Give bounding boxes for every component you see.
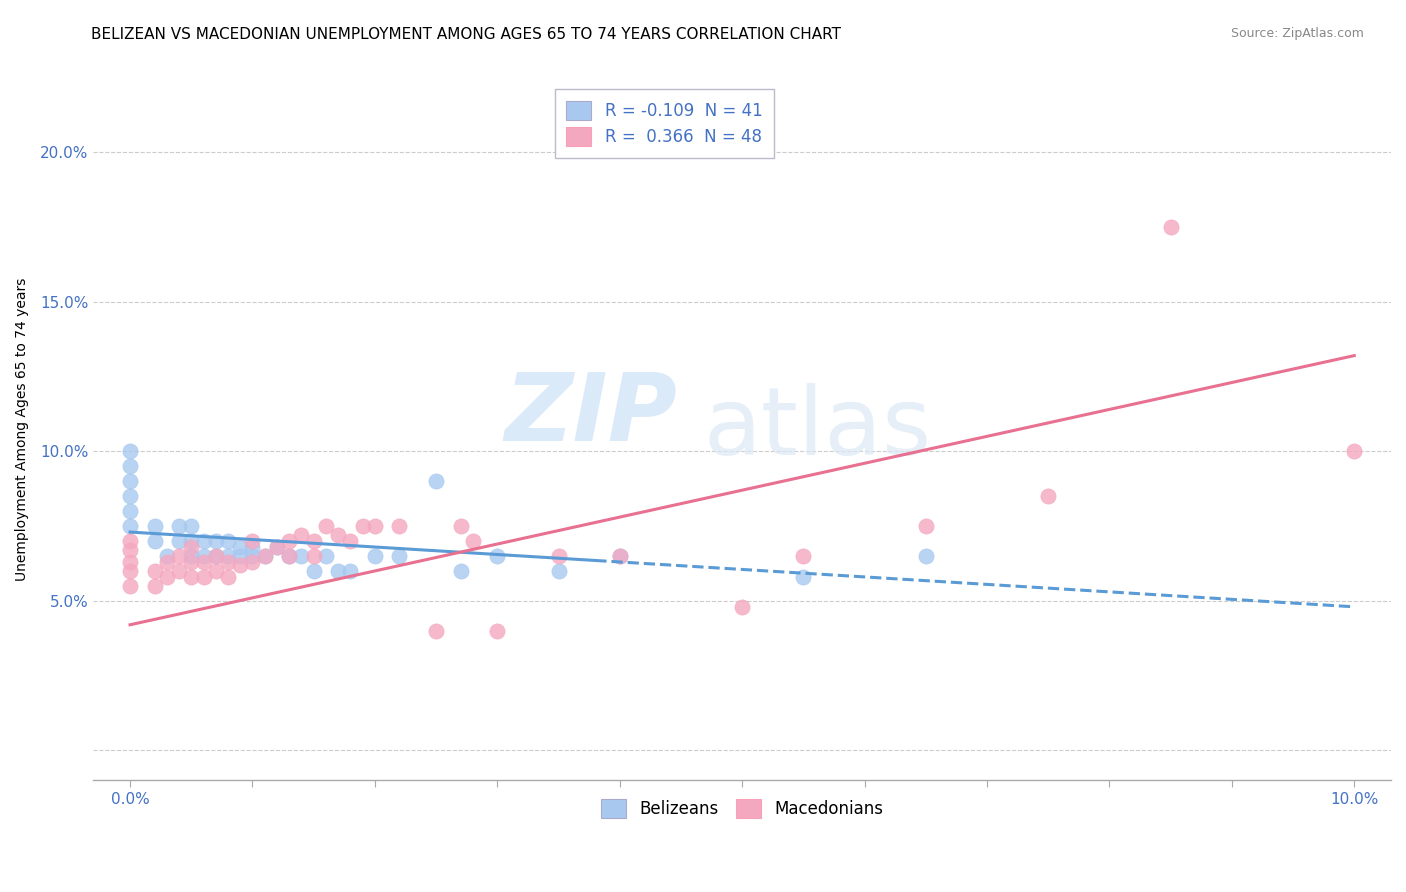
Point xyxy=(193,534,215,549)
Point xyxy=(180,570,202,584)
Point xyxy=(143,564,166,578)
Legend: Belizeans, Macedonians: Belizeans, Macedonians xyxy=(595,792,890,825)
Point xyxy=(352,519,374,533)
Point xyxy=(450,564,472,578)
Point xyxy=(486,549,509,563)
Point xyxy=(914,549,936,563)
Point xyxy=(229,549,252,563)
Point xyxy=(278,549,301,563)
Point xyxy=(120,564,142,578)
Point xyxy=(425,624,447,638)
Point xyxy=(547,564,569,578)
Point xyxy=(167,564,190,578)
Point xyxy=(167,549,190,563)
Point xyxy=(1343,444,1365,458)
Point xyxy=(266,540,288,554)
Point xyxy=(731,599,754,614)
Point xyxy=(204,549,226,563)
Point xyxy=(180,540,202,554)
Point xyxy=(1038,489,1060,503)
Point xyxy=(253,549,276,563)
Point xyxy=(242,549,264,563)
Point xyxy=(242,555,264,569)
Point xyxy=(266,540,288,554)
Point xyxy=(278,549,301,563)
Point xyxy=(120,489,142,503)
Point xyxy=(156,555,179,569)
Point xyxy=(120,534,142,549)
Point xyxy=(425,474,447,488)
Point xyxy=(242,540,264,554)
Point xyxy=(120,459,142,474)
Point xyxy=(328,528,350,542)
Point xyxy=(120,555,142,569)
Point xyxy=(486,624,509,638)
Point xyxy=(914,519,936,533)
Text: ZIP: ZIP xyxy=(505,368,678,461)
Point xyxy=(120,444,142,458)
Point xyxy=(290,528,312,542)
Point xyxy=(1160,219,1182,234)
Point xyxy=(156,549,179,563)
Point xyxy=(193,570,215,584)
Point xyxy=(180,534,202,549)
Text: Source: ZipAtlas.com: Source: ZipAtlas.com xyxy=(1230,27,1364,40)
Point xyxy=(302,534,325,549)
Point xyxy=(120,474,142,488)
Point xyxy=(364,549,387,563)
Point xyxy=(143,519,166,533)
Point xyxy=(217,534,239,549)
Point xyxy=(278,534,301,549)
Point xyxy=(229,558,252,572)
Point xyxy=(204,564,226,578)
Point xyxy=(388,519,411,533)
Point xyxy=(167,534,190,549)
Point xyxy=(180,555,202,569)
Point xyxy=(302,549,325,563)
Point xyxy=(792,549,814,563)
Point xyxy=(120,504,142,518)
Point xyxy=(461,534,484,549)
Point xyxy=(143,579,166,593)
Point xyxy=(143,534,166,549)
Point xyxy=(217,555,239,569)
Point xyxy=(156,570,179,584)
Point xyxy=(388,549,411,563)
Point xyxy=(547,549,569,563)
Point xyxy=(217,549,239,563)
Point xyxy=(253,549,276,563)
Point xyxy=(120,519,142,533)
Point xyxy=(290,549,312,563)
Point xyxy=(302,564,325,578)
Point xyxy=(339,564,361,578)
Point xyxy=(120,579,142,593)
Point xyxy=(450,519,472,533)
Point xyxy=(193,555,215,569)
Point xyxy=(217,570,239,584)
Point xyxy=(167,519,190,533)
Point xyxy=(180,519,202,533)
Point xyxy=(120,543,142,558)
Text: atlas: atlas xyxy=(703,383,932,475)
Point xyxy=(204,534,226,549)
Point xyxy=(193,549,215,563)
Point xyxy=(315,549,337,563)
Point xyxy=(609,549,631,563)
Text: BELIZEAN VS MACEDONIAN UNEMPLOYMENT AMONG AGES 65 TO 74 YEARS CORRELATION CHART: BELIZEAN VS MACEDONIAN UNEMPLOYMENT AMON… xyxy=(91,27,841,42)
Point xyxy=(180,549,202,563)
Point xyxy=(328,564,350,578)
Point xyxy=(339,534,361,549)
Point xyxy=(364,519,387,533)
Point xyxy=(609,549,631,563)
Point xyxy=(242,534,264,549)
Point xyxy=(229,540,252,554)
Point xyxy=(792,570,814,584)
Y-axis label: Unemployment Among Ages 65 to 74 years: Unemployment Among Ages 65 to 74 years xyxy=(15,277,30,581)
Point xyxy=(315,519,337,533)
Point xyxy=(204,549,226,563)
